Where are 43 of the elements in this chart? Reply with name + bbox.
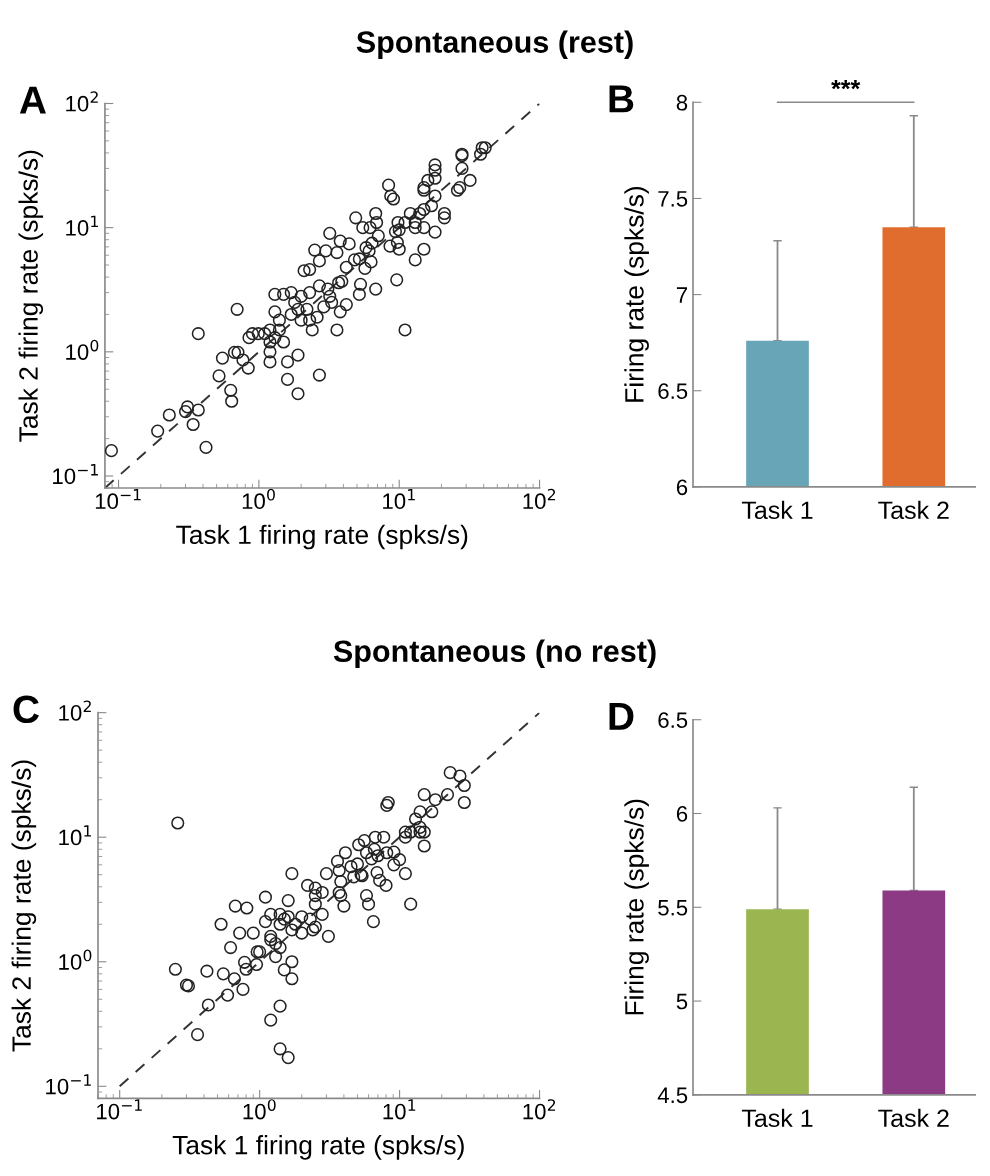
- x-tick-label: 10$^{−1}$: [97, 1099, 142, 1120]
- chart-title: Spontaneous (no rest): [333, 639, 656, 669]
- text: A: [19, 86, 46, 114]
- y-tick-label: 10$^{1}$: [66, 215, 98, 236]
- y-axis-title: Firing rate (spks/s): [624, 186, 649, 402]
- x-tick-label: 10$^{2}$: [523, 1099, 556, 1120]
- x-tick-label: Task 1: [741, 1108, 813, 1128]
- y-tick-label: 5.5: [658, 900, 688, 916]
- x-axis-title: Task 1 firing rate (spks/s): [172, 1135, 464, 1160]
- y-tick-label: 6: [676, 479, 688, 496]
- text: ***: [831, 79, 861, 90]
- text: C: [13, 695, 39, 724]
- y-tick-label: 10$^{1}$: [59, 825, 91, 846]
- y-tick-label: 10$^{2}$: [59, 700, 91, 721]
- y-tick-label: 6.5: [658, 383, 688, 399]
- x-tick-label: Task 2: [878, 1108, 949, 1128]
- y-tick-label: 6.5: [658, 712, 688, 728]
- y-tick-label: 10$^{0}$: [66, 339, 99, 360]
- y-axis-title: Task 2 firing rate (spks/s): [11, 760, 37, 1052]
- x-tick-label: Task 2: [878, 500, 949, 520]
- y-tick-label: 7.5: [658, 191, 688, 207]
- y-tick-label: 8: [676, 94, 688, 111]
- x-tick-label: 10$^{1}$: [383, 489, 415, 510]
- x-tick-label: 10$^{0}$: [242, 488, 275, 510]
- y-tick-label: 10$^{2}$: [66, 91, 98, 112]
- x-tick-label: 10$^{1}$: [383, 1099, 416, 1120]
- y-tick-label: 10$^{0}$: [59, 949, 92, 970]
- x-tick-label: 10$^{0}$: [243, 1099, 276, 1120]
- chart-title: Spontaneous (rest): [356, 30, 633, 59]
- x-axis-title: Task 1 firing rate (spks/s): [176, 524, 468, 550]
- y-tick-label: 7: [676, 287, 688, 303]
- y-tick-label: 4.5: [657, 1087, 688, 1104]
- y-axis-title: Firing rate (spks/s): [624, 799, 649, 1015]
- x-tick-label: Task 1: [741, 500, 813, 520]
- y-tick-label: 5: [676, 993, 688, 1010]
- y-tick-label: 10$^{−1}$: [53, 464, 98, 485]
- y-tick-label: 6: [676, 806, 688, 822]
- text: B: [609, 85, 634, 113]
- x-tick-label: 10$^{−1}$: [95, 489, 141, 510]
- text: D: [609, 703, 634, 730]
- y-tick-label: 10$^{−1}$: [46, 1074, 91, 1095]
- y-axis-title: Task 2 firing rate (spks/s): [18, 150, 44, 442]
- x-tick-label: 10$^{2}$: [523, 488, 556, 510]
